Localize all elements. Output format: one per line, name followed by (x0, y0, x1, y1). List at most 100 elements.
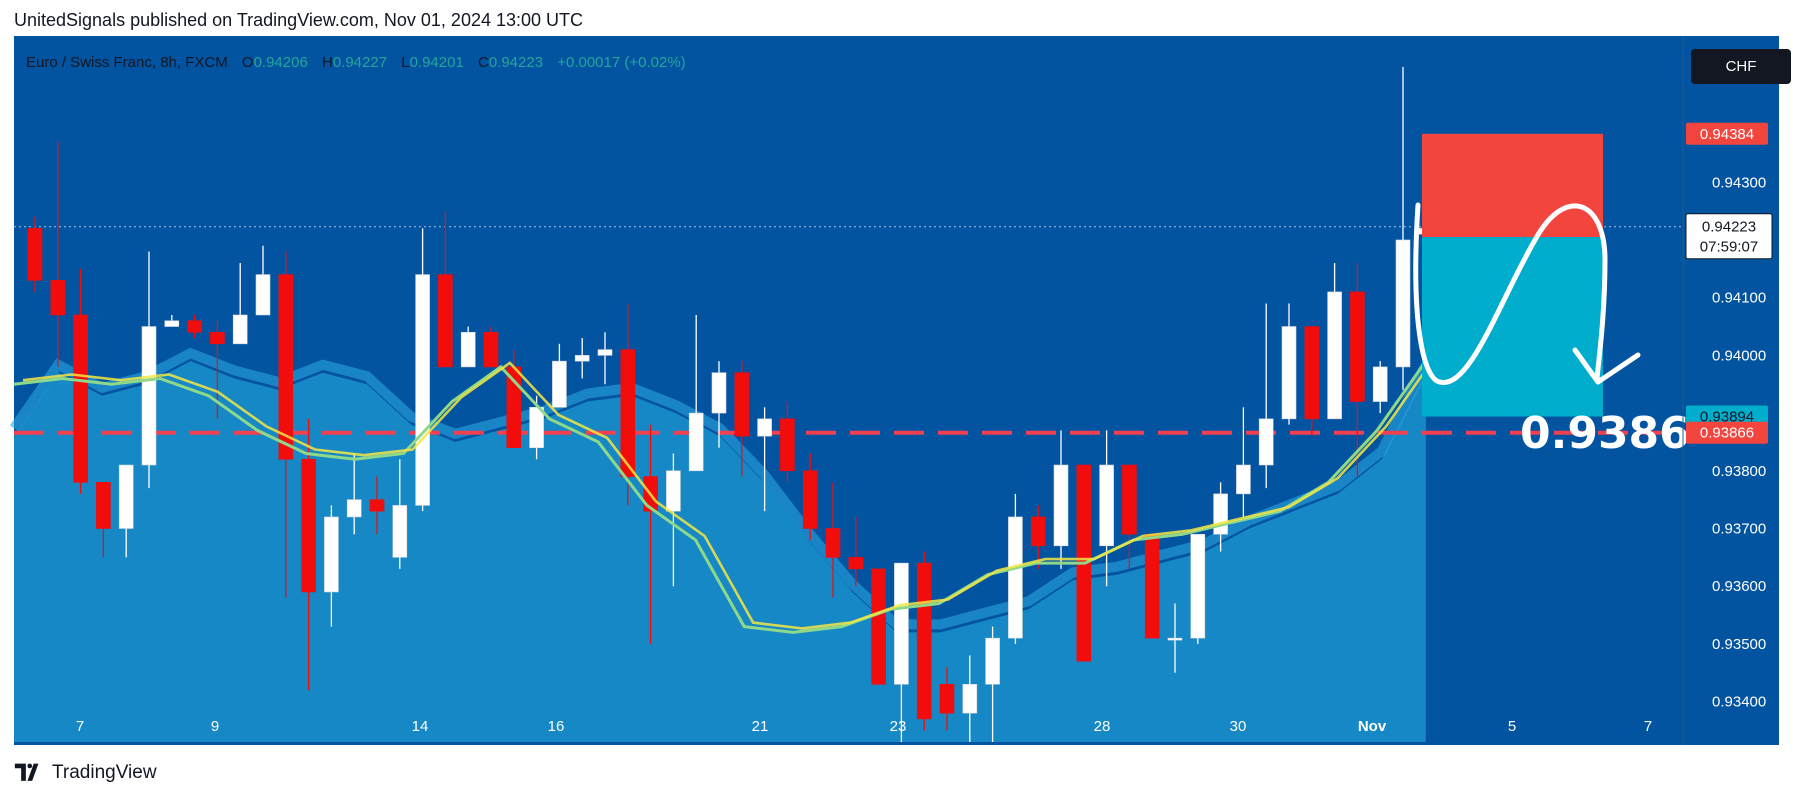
level-price-tag: 0.93866 (1700, 425, 1754, 442)
candle (1099, 430, 1114, 587)
x-axis-band (14, 742, 1697, 745)
candle-body (118, 464, 134, 529)
low-value: 0.94201 (409, 54, 464, 71)
candle (369, 476, 385, 535)
y-tick-label: 0.93500 (1712, 636, 1766, 653)
ohlc-legend: Euro / Swiss Franc, 8h, FXCM O0.94206 H0… (26, 54, 686, 71)
candle-body (757, 418, 772, 437)
candle (187, 314, 202, 339)
candle (1053, 430, 1069, 569)
candle-body (1350, 291, 1365, 402)
x-tick-label: 30 (1230, 718, 1247, 735)
symbol-label: Euro / Swiss Franc, 8h, FXCM (26, 54, 228, 71)
candle-body (1099, 464, 1114, 547)
candle-body (164, 320, 180, 327)
candle (1327, 263, 1342, 420)
candle-body (825, 528, 841, 558)
candle (346, 453, 362, 535)
x-tick-label: 7 (76, 718, 84, 735)
candle (50, 141, 66, 367)
y-tick-label: 0.93400 (1712, 694, 1766, 711)
candle (688, 314, 704, 472)
x-tick-label: 5 (1508, 718, 1516, 735)
candle-body (392, 505, 408, 558)
x-tick-label: Nov (1358, 718, 1387, 735)
candle (1030, 505, 1046, 569)
candle (711, 361, 727, 448)
candle-body (187, 320, 202, 333)
candle (460, 326, 476, 368)
candle-body (1190, 533, 1206, 639)
candle-body (597, 349, 613, 356)
y-tick-label: 0.93800 (1712, 463, 1766, 480)
countdown-tag: 07:59:07 (1700, 239, 1758, 256)
candle (597, 332, 613, 385)
candle-body (460, 331, 476, 368)
high-value: 0.94227 (332, 54, 388, 71)
candle-body (255, 274, 271, 316)
candle-body (1008, 516, 1023, 639)
price-chart[interactable]: 0.93860.943840.938940.938660.942050.9422… (0, 0, 1793, 760)
candle (1258, 303, 1274, 489)
stop-zone (1422, 133, 1603, 238)
open-key: O (241, 54, 254, 71)
candle (96, 482, 111, 558)
footer-brand-text: TradingView (52, 762, 157, 783)
last-price-box (1685, 213, 1773, 260)
footer-brand: TradingView (14, 758, 157, 788)
candle (1372, 361, 1388, 414)
candle-body (780, 418, 795, 472)
axes: 0.93400 0.93500 0.93600 0.93700 0.93800 0.940… (14, 36, 1766, 745)
target-zone (1422, 237, 1603, 417)
candle-body (346, 499, 362, 518)
candle-body (985, 637, 1000, 685)
candle-body (529, 407, 544, 449)
candle-body (871, 568, 886, 685)
candle (1167, 603, 1183, 673)
candle (802, 453, 818, 541)
candle-body (688, 412, 704, 472)
candle-body (802, 470, 818, 529)
high-key: H (321, 54, 333, 71)
candle-body (666, 470, 681, 512)
candle (278, 251, 294, 598)
candle (483, 326, 499, 368)
candle-body (1213, 493, 1228, 535)
last-price-tag: 0.94223 (1702, 219, 1756, 236)
candle (141, 251, 157, 489)
candle (871, 568, 886, 685)
candle (825, 482, 841, 598)
x-tick-label: 23 (890, 718, 907, 735)
change-value: +0.00017 (+0.02%) (557, 54, 686, 71)
candle-body (1030, 516, 1046, 547)
candle-body (1372, 366, 1388, 402)
candle (1122, 464, 1137, 569)
candle (574, 338, 590, 379)
x-tick-label: 14 (412, 718, 429, 735)
tradingview-logo-icon (14, 763, 39, 781)
ma-fast-line (22, 356, 1436, 630)
stop-price-tag-bg (1686, 122, 1768, 145)
candle-body (916, 562, 932, 720)
candle-body (1258, 418, 1274, 466)
candle-body (1281, 326, 1297, 420)
candle (780, 401, 795, 483)
candle-body (483, 331, 499, 368)
currency-button[interactable]: CHF (1691, 49, 1791, 84)
candle-body (210, 331, 225, 345)
x-tick-label: 7 (1644, 718, 1652, 735)
candle (438, 211, 453, 368)
candle (392, 459, 408, 569)
close-key: C (477, 54, 489, 71)
y-tick-label: 0.94000 (1712, 347, 1766, 364)
close-value: 0.94223 (488, 54, 544, 71)
candle-body (1236, 464, 1251, 495)
candle (552, 343, 567, 408)
y-tick-label: 0.94100 (1712, 290, 1766, 307)
candle (232, 263, 248, 345)
publisher-header: UnitedSignals published on TradingView.c… (14, 10, 584, 30)
candle-body (369, 499, 385, 512)
y-tick-label: 0.94300 (1712, 174, 1766, 191)
candle-body (894, 562, 909, 685)
candle-body (1053, 464, 1069, 547)
